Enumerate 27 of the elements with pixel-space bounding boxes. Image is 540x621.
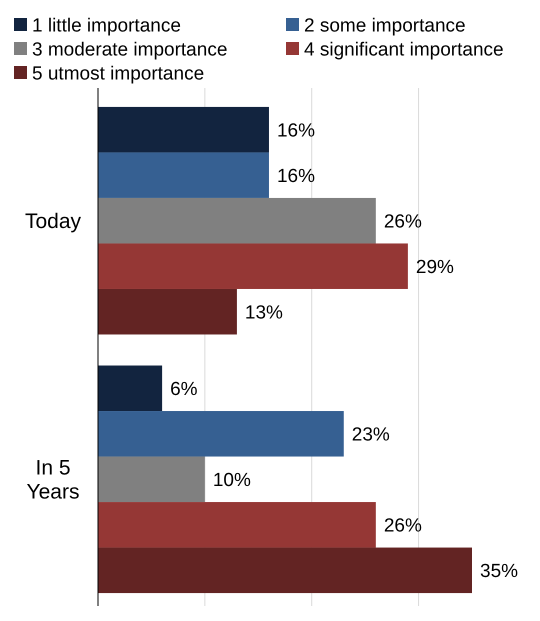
data-label: 13% <box>244 302 284 324</box>
bar <box>98 411 344 457</box>
data-label: 16% <box>276 120 316 142</box>
bar <box>98 243 408 289</box>
y-tick-label: Today <box>24 210 82 234</box>
bar <box>98 456 205 502</box>
bar <box>98 152 269 198</box>
legend-label: 1 little importance <box>32 16 181 37</box>
legend-label: 5 utmost importance <box>32 64 204 85</box>
data-label: 35% <box>480 560 518 582</box>
legend-label: 3 moderate importance <box>32 40 228 61</box>
data-label: 16% <box>276 166 316 187</box>
bar <box>98 502 376 548</box>
data-label: 26% <box>384 515 422 536</box>
y-tick-label: In 5 Years <box>26 456 80 504</box>
data-label: 29% <box>416 256 454 278</box>
data-label: 6% <box>170 378 198 400</box>
bar <box>98 106 269 152</box>
data-label: 23% <box>352 424 390 446</box>
data-label: 10% <box>212 470 251 491</box>
bar <box>98 548 472 594</box>
data-label: 26% <box>384 211 422 232</box>
legend-label: 2 some importance <box>304 16 466 37</box>
bar <box>98 198 376 244</box>
bar <box>98 288 237 334</box>
legend-label: 4 significant importance <box>304 40 504 61</box>
bar <box>98 366 162 412</box>
